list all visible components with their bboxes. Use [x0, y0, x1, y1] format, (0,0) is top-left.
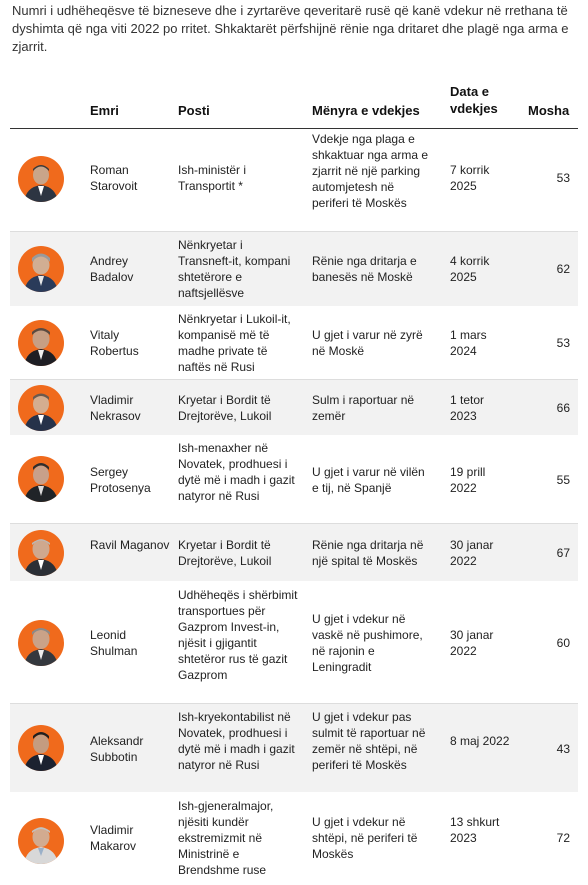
death-method: Rënie nga dritarja në një spital të Mosk…	[312, 538, 424, 568]
person-age: 53	[556, 171, 570, 185]
portrait-avatar	[18, 156, 64, 202]
column-header-method: Mënyra e vdekjes	[312, 103, 420, 118]
person-name: Ravil Maganov	[90, 538, 170, 552]
death-method: U gjet i vdekur pas sulmit të raportuar …	[312, 710, 426, 772]
column-header-name: Emri	[90, 103, 119, 118]
table-header: Emri Posti Mënyra e vdekjes Data e vdekj…	[10, 82, 578, 129]
person-name: Andrey Badalov	[90, 254, 134, 284]
portrait-avatar	[18, 620, 64, 666]
portrait-avatar	[18, 320, 64, 366]
person-name: Leonid Shulman	[90, 628, 138, 658]
death-method: Vdekje nga plaga e shkaktuar nga arma e …	[312, 132, 429, 210]
death-date: 13 shkurt 2023	[450, 815, 500, 845]
person-name: Roman Starovoit	[90, 163, 138, 193]
death-date: 1 mars 2024	[450, 328, 487, 358]
person-post: Nënkryetar i Lukoil-it, kompanisë më të …	[178, 312, 291, 374]
person-age: 60	[556, 636, 570, 650]
person-name: Vladimir Makarov	[90, 823, 137, 853]
intro-text: Numri i udhëheqësve të bizneseve dhe i z…	[12, 3, 569, 54]
person-age: 53	[556, 336, 570, 350]
death-date: 7 korrik 2025	[450, 163, 490, 193]
table-row: Leonid Shulman Udhëheqës i shërbimit tra…	[10, 582, 578, 704]
person-post: Ish-menaxher në Novatek, prodhuesi i dyt…	[178, 441, 295, 503]
death-method: U gjet i vdekur në vaskë në pushimore, n…	[312, 612, 423, 674]
person-age: 66	[556, 401, 570, 415]
person-name: Vitaly Robertus	[90, 328, 139, 358]
person-post: Udhëheqës i shërbimit transportues për G…	[178, 588, 298, 682]
death-date: 1 tetor 2023	[450, 393, 485, 423]
table-row: Andrey Badalov Nënkryetar i Transneft-it…	[10, 232, 578, 306]
column-header-date: Data e vdekjes	[450, 84, 498, 116]
table-row: Aleksandr Subbotin Ish-kryekontabilist n…	[10, 704, 578, 792]
death-date: 4 korrik 2025	[450, 254, 490, 284]
column-header-post: Posti	[178, 103, 210, 118]
person-post: Kryetar i Bordit të Drejtorëve, Lukoil	[178, 393, 272, 423]
portrait-avatar	[18, 530, 64, 576]
death-method: Rënie nga dritarja e banesës në Moskë	[312, 254, 417, 284]
table-row: Vladimir Makarov Ish-gjeneralmajor, njës…	[10, 793, 578, 883]
person-age: 55	[556, 473, 570, 487]
person-name: Sergey Protosenya	[90, 465, 151, 495]
person-post: Nënkryetar i Transneft-it, kompani shtet…	[178, 238, 291, 300]
table-row: Roman Starovoit Ish-ministër i Transport…	[10, 128, 578, 232]
person-age: 62	[556, 262, 570, 276]
table-row: Vitaly Robertus Nënkryetar i Lukoil-it, …	[10, 307, 578, 380]
death-method: U gjet i varur në zyrë në Moskë	[312, 328, 423, 358]
death-method: U gjet i varur në vilën e tij, në Spanjë	[312, 465, 425, 495]
person-age: 67	[556, 546, 570, 560]
portrait-avatar	[18, 725, 64, 771]
person-name: Vladimir Nekrasov	[90, 393, 141, 423]
table-row: Vladimir Nekrasov Kryetar i Bordit të Dr…	[10, 380, 578, 435]
person-age: 72	[556, 831, 570, 845]
portrait-avatar	[18, 818, 64, 864]
death-date: 19 prill 2022	[450, 465, 486, 495]
table-row: Sergey Protosenya Ish-menaxher në Novate…	[10, 436, 578, 524]
portrait-avatar	[18, 456, 64, 502]
death-date: 30 janar 2022	[450, 628, 494, 658]
portrait-avatar	[18, 246, 64, 292]
table-row: Ravil Maganov Kryetar i Bordit të Drejto…	[10, 524, 578, 581]
column-header-age: Mosha	[528, 103, 570, 118]
person-post: Ish-ministër i Transportit *	[178, 163, 247, 193]
death-method: Sulm i raportuar në zemër	[312, 393, 415, 423]
death-date: 8 maj 2022	[450, 734, 510, 748]
death-method: U gjet i vdekur në shtëpi, në periferi t…	[312, 815, 418, 861]
death-date: 30 janar 2022	[450, 538, 494, 568]
person-name: Aleksandr Subbotin	[90, 734, 144, 764]
person-post: Ish-gjeneralmajor, njësiti kundër ekstre…	[178, 799, 274, 877]
portrait-avatar	[18, 385, 64, 431]
person-age: 43	[556, 742, 570, 756]
person-post: Kryetar i Bordit të Drejtorëve, Lukoil	[178, 538, 272, 568]
person-post: Ish-kryekontabilist në Novatek, prodhues…	[178, 710, 295, 772]
